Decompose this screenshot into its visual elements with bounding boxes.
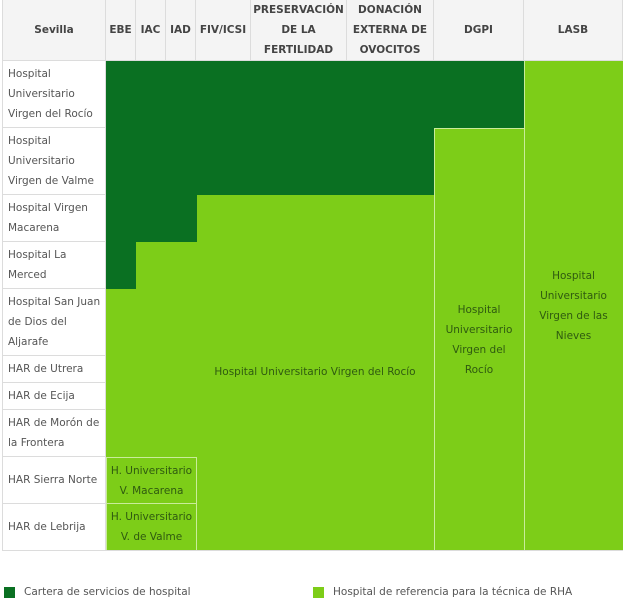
header-iad-text: IAD <box>170 24 191 36</box>
header-dgpi-text: DGPI <box>464 24 493 36</box>
row-label-text: HAR de Morón de la Frontera <box>8 417 100 449</box>
table-bottom-border <box>2 550 623 551</box>
row-label: Hospital Universitario Virgen del Rocío <box>2 61 106 128</box>
header-ebe-text: EBE <box>109 24 132 36</box>
referral-label-lasb: Hospital Universitario Virgen de las Nie… <box>532 264 615 348</box>
legend-swatch-light <box>313 586 324 598</box>
header-iac: IAC <box>136 0 166 61</box>
row-label: HAR de Morón de la Frontera <box>2 410 106 457</box>
row-label: Hospital San Juan de Dios del Aljarafe <box>2 289 106 356</box>
referral-text: H. Universitario V. Macarena <box>110 464 193 497</box>
row-label: Hospital La Merced <box>2 242 106 289</box>
referral-text: Hospital Universitario Virgen del Rocío <box>445 304 513 376</box>
header-iac-text: IAC <box>140 24 161 36</box>
legend-item-reference: Hospital de referencia para la técnica d… <box>313 586 572 598</box>
header-lasb: LASB <box>524 0 623 61</box>
referral-text: H. Universitario V. de Valme <box>110 511 193 543</box>
referral-label-dgpi: Hospital Universitario Virgen del Rocío <box>440 298 518 382</box>
row-label-text: Hospital San Juan de Dios del Aljarafe <box>8 296 101 348</box>
row-label-text: Hospital Virgen Macarena <box>8 202 88 234</box>
header-donacion: DONACIÓN EXTERNA DE OVOCITOS <box>347 0 434 61</box>
header-sevilla: Sevilla <box>2 0 106 61</box>
row-label: HAR de Ecija <box>2 383 106 410</box>
referral-cell-sierra-norte: H. Universitario V. Macarena <box>106 457 197 504</box>
referral-label-main: Hospital Universitario Virgen del Rocío <box>200 362 430 382</box>
header-dgpi: DGPI <box>434 0 524 61</box>
own-service-block-macarena <box>106 195 197 242</box>
row-label: Hospital Virgen Macarena <box>2 195 106 242</box>
own-service-block-top <box>106 61 524 128</box>
row-label-text: HAR Sierra Norte <box>8 474 98 486</box>
header-fiv-text: FIV/ICSI <box>199 24 247 36</box>
row-label: HAR Sierra Norte <box>2 457 106 504</box>
header-lasb-text: LASB <box>557 24 589 36</box>
row-label-text: HAR de Ecija <box>8 390 75 402</box>
legend-label: Cartera de servicios de hospital <box>24 586 191 598</box>
row-label: HAR de Utrera <box>2 356 106 383</box>
own-service-block-merced <box>106 242 136 289</box>
reference-block-lasb <box>524 61 623 551</box>
row-label-text: Hospital Universitario Virgen de Valme <box>8 135 94 187</box>
own-service-block-valme <box>106 128 434 195</box>
header-iad: IAD <box>166 0 196 61</box>
header-sevilla-text: Sevilla <box>34 24 74 36</box>
legend-item-own-service: Cartera de servicios de hospital <box>4 586 191 598</box>
row-label-text: Hospital Universitario Virgen del Rocío <box>8 68 93 120</box>
header-donacion-text: DONACIÓN EXTERNA DE OVOCITOS <box>352 4 428 56</box>
header-preservacion: PRESERVACIÓN DE LA FERTILIDAD <box>251 0 347 61</box>
row-label: HAR de Lebrija <box>2 504 106 551</box>
legend-label: Hospital de referencia para la técnica d… <box>333 586 573 598</box>
legend-swatch-dark <box>4 586 15 598</box>
header-preservacion-text: PRESERVACIÓN DE LA FERTILIDAD <box>253 4 344 56</box>
row-label-text: Hospital La Merced <box>8 249 67 281</box>
header-ebe: EBE <box>106 0 136 61</box>
row-label: Hospital Universitario Virgen de Valme <box>2 128 106 195</box>
row-label-text: HAR de Lebrija <box>8 521 86 533</box>
reference-block-dgpi <box>434 128 524 551</box>
header-fiv-icsi: FIV/ICSI <box>196 0 251 61</box>
referral-text: Hospital Universitario Virgen de las Nie… <box>539 270 608 342</box>
row-label-text: HAR de Utrera <box>8 363 84 375</box>
referral-cell-lebrija: H. Universitario V. de Valme <box>106 504 197 551</box>
referral-text: Hospital Universitario Virgen del Rocío <box>214 366 416 378</box>
